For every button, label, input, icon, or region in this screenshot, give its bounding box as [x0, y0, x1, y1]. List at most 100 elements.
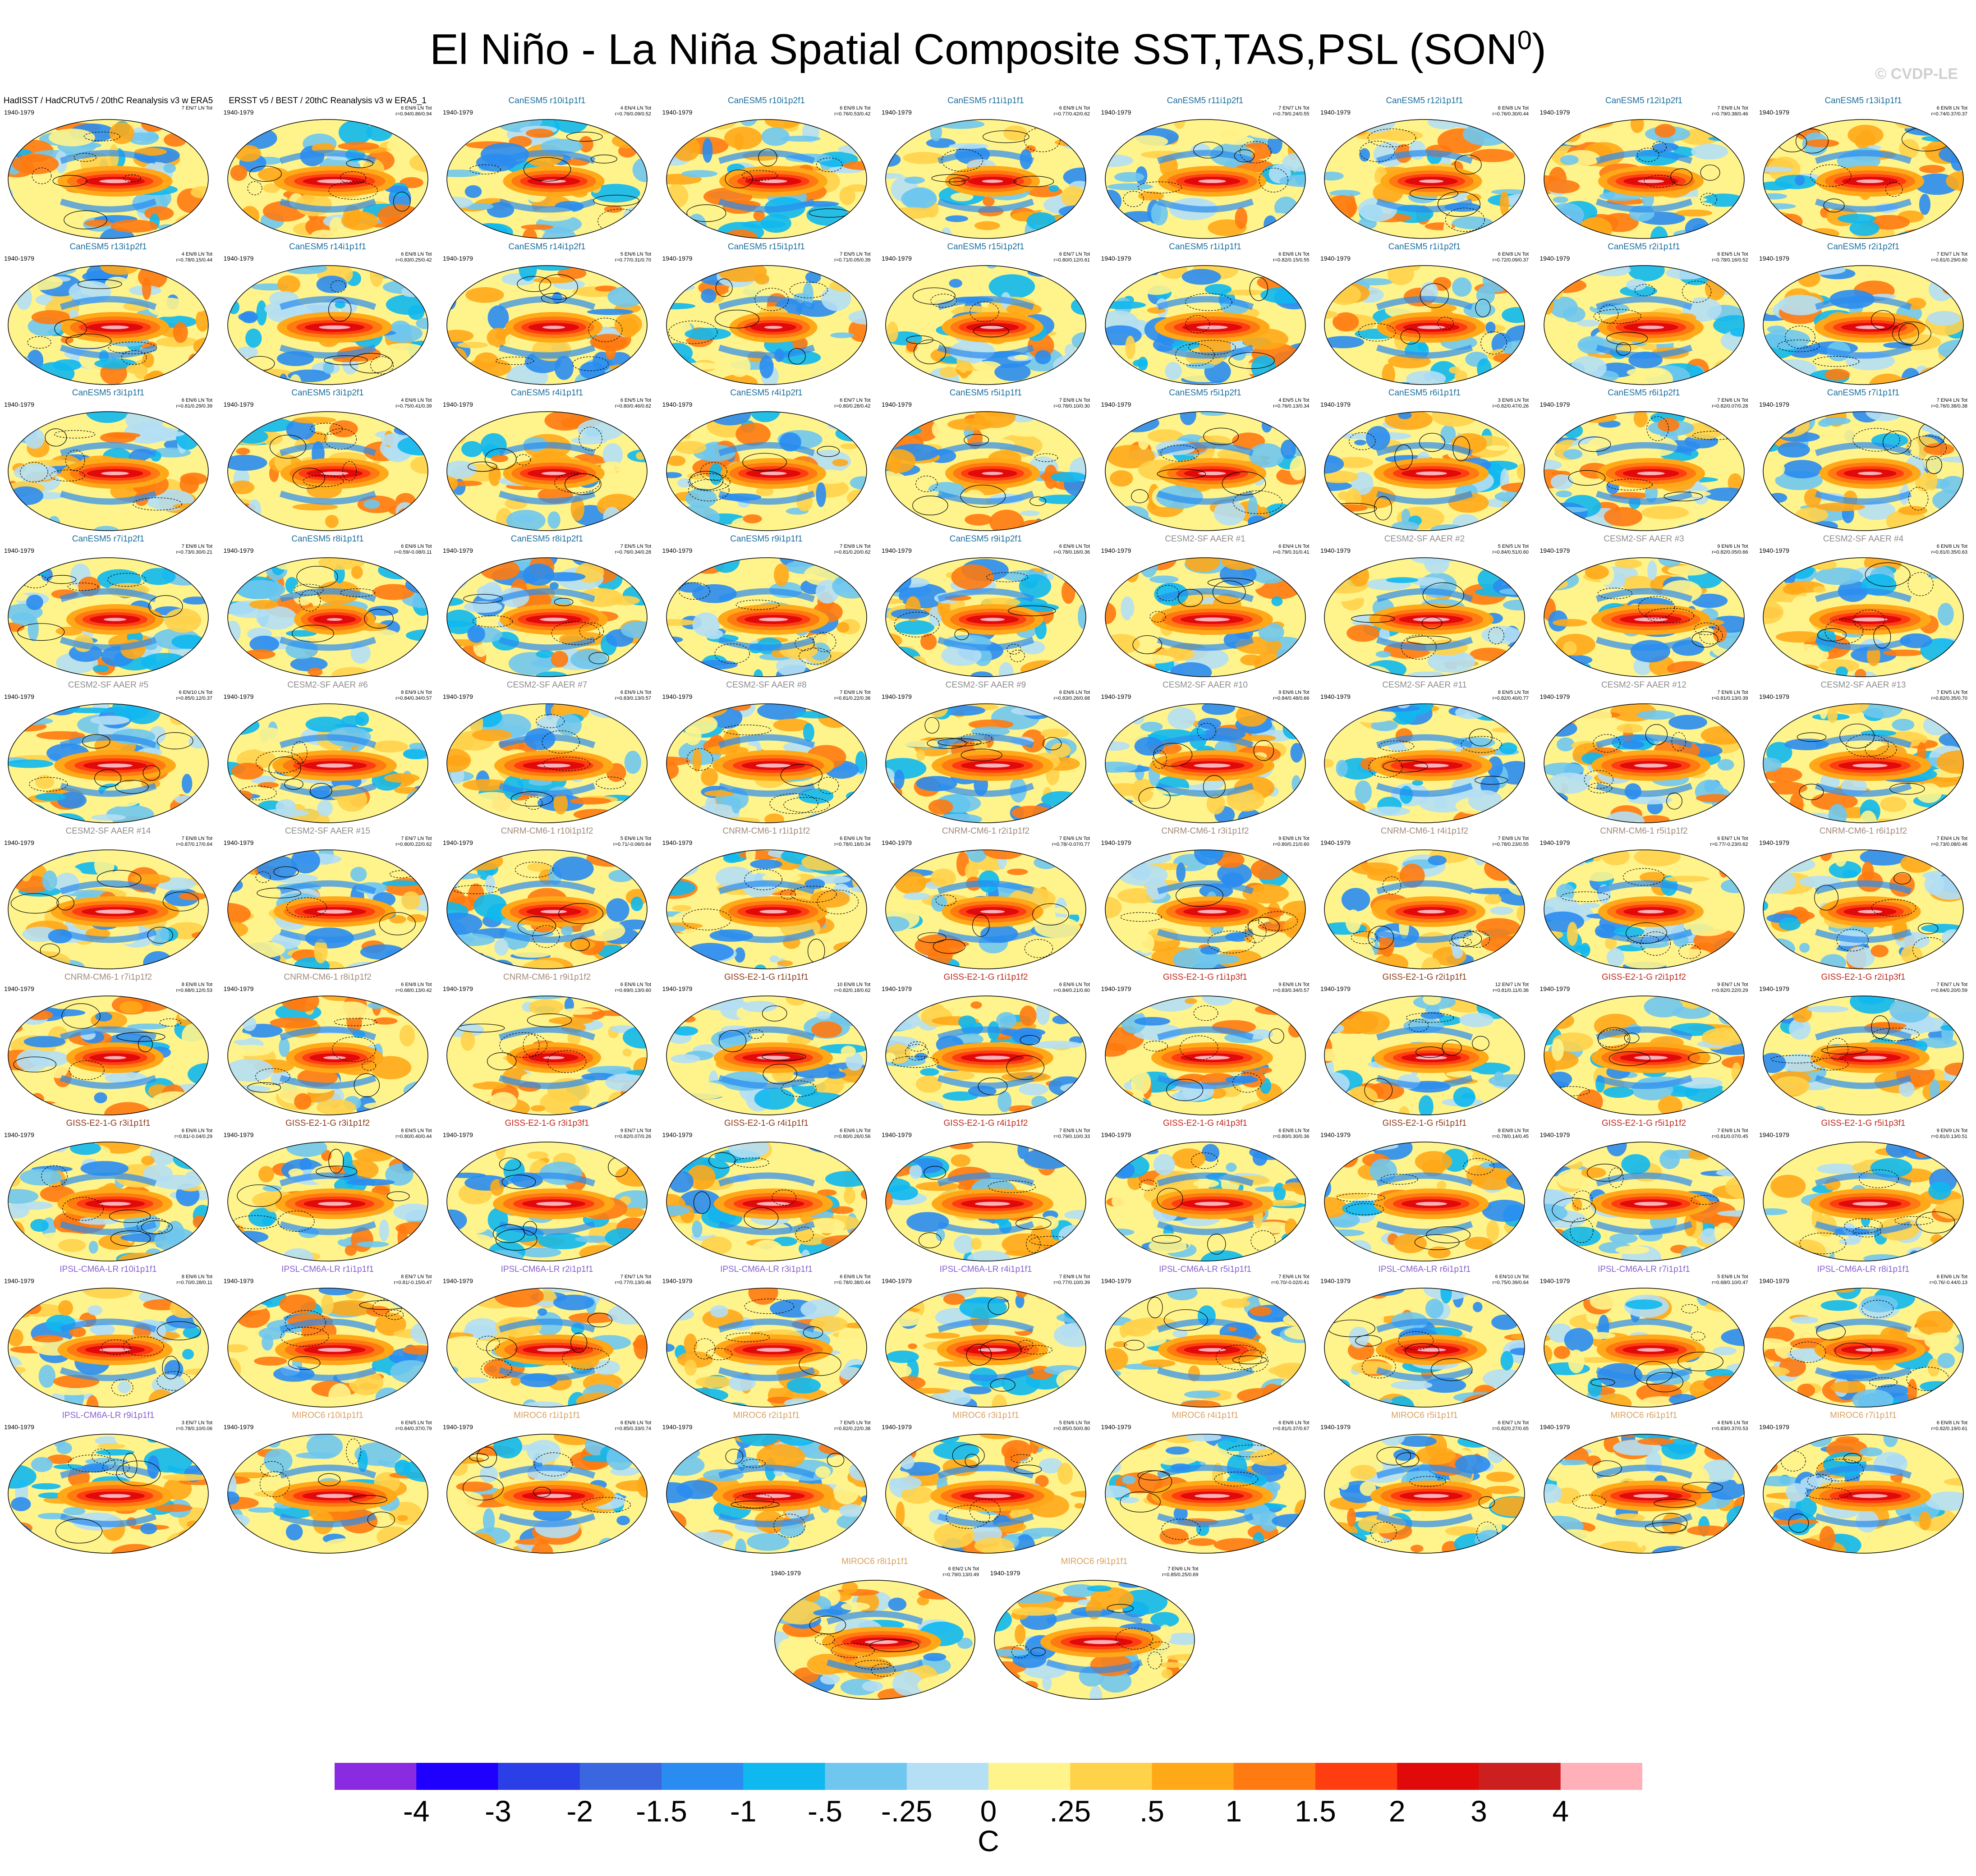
anomaly-blob — [1715, 123, 1744, 129]
panel-period: 1940-1979 — [1320, 255, 1351, 262]
anomaly-blob — [372, 740, 408, 753]
anomaly-blob — [230, 560, 248, 582]
anomaly-blob — [377, 561, 419, 579]
anomaly-blob — [147, 298, 189, 317]
anomaly-blob — [1279, 174, 1305, 187]
anomaly-blob — [1159, 266, 1187, 279]
psl-contour — [1907, 436, 1947, 460]
psl-contour — [1871, 310, 1895, 330]
psl-contour — [1374, 496, 1392, 521]
anomaly-blob — [988, 274, 1035, 299]
composite-map — [1543, 557, 1745, 677]
anomaly-blob — [1334, 936, 1375, 951]
panel-stats: 6 EN/8 LN Tot r=0.81/0.35/0.63 — [1931, 544, 1967, 555]
psl-contour — [1452, 436, 1471, 462]
panel-stats: 7 EN/6 LN Tot r=0.78/-0.07/0.77 — [1052, 836, 1090, 847]
composite-map — [666, 849, 867, 969]
psl-contour — [593, 195, 639, 206]
anomaly-blob — [1544, 459, 1562, 471]
anomaly-blob — [1298, 957, 1305, 969]
warm-tongue-layer — [104, 1056, 126, 1060]
panel-period: 1940-1979 — [1539, 985, 1570, 992]
psl-contour — [1156, 585, 1179, 601]
panel-period: 1940-1979 — [443, 985, 473, 992]
anomaly-blob — [1601, 850, 1630, 866]
anomaly-blob — [970, 1001, 982, 1009]
anomaly-blob — [1011, 806, 1052, 820]
anomaly-blob — [480, 142, 529, 166]
cool-horseshoe — [279, 588, 376, 602]
psl-contour — [148, 595, 183, 618]
cool-horseshoe — [498, 588, 596, 602]
anomaly-blob — [1503, 424, 1525, 438]
panel-period: 1940-1979 — [1539, 693, 1570, 700]
panel-stats: 7 EN/8 LN Tot r=0.81/0.22/0.36 — [834, 690, 871, 701]
anomaly-blob — [606, 898, 630, 922]
panel-period: 1940-1979 — [1759, 109, 1789, 116]
anomaly-blob — [1714, 358, 1744, 376]
anomaly-blob — [1640, 367, 1673, 385]
anomaly-blob — [533, 277, 575, 284]
anomaly-blob — [634, 269, 647, 288]
anomaly-blob — [886, 173, 904, 179]
anomaly-blob — [144, 372, 166, 385]
anomaly-blob — [941, 645, 982, 666]
anomaly-blob — [1105, 897, 1122, 918]
anomaly-blob — [667, 867, 678, 878]
anomaly-blob — [270, 1017, 317, 1028]
anomaly-blob — [801, 853, 847, 871]
anomaly-blob — [1813, 586, 1826, 593]
anomaly-blob — [851, 813, 867, 822]
map-panel: CanESM5 r6i1p2f1 1940-1979 7 EN/6 LN Tot r… — [1538, 388, 1750, 537]
anomaly-blob — [1326, 195, 1357, 220]
panel-title: ERSST v5 / BEST / 20thC Reanalysis v3 w … — [229, 96, 427, 105]
anomaly-blob — [94, 852, 115, 877]
anomaly-blob — [1382, 363, 1395, 385]
anomaly-blob — [447, 572, 455, 582]
anomaly-blob — [895, 871, 927, 894]
panel-stats: 9 EN/6 LN Tot r=0.84/0.48/0.66 — [1273, 690, 1310, 701]
anomaly-blob — [1499, 742, 1517, 754]
anomaly-blob — [447, 597, 464, 606]
anomaly-blob — [195, 309, 208, 332]
anomaly-blob — [549, 582, 559, 590]
anomaly-blob — [753, 210, 765, 221]
psl-contour — [78, 279, 122, 289]
anomaly-blob — [235, 580, 285, 599]
composite-map — [666, 265, 867, 385]
anomaly-blob — [396, 508, 413, 531]
cool-horseshoe — [1595, 198, 1692, 213]
anomaly-blob — [1544, 1092, 1553, 1109]
anomaly-blob — [1778, 294, 1824, 316]
anomaly-blob — [577, 418, 624, 441]
anomaly-blob — [1247, 515, 1267, 527]
anomaly-blob — [350, 867, 367, 882]
anomaly-blob — [1213, 500, 1245, 526]
anomaly-blob — [1544, 357, 1570, 376]
anomaly-blob — [1549, 572, 1558, 587]
anomaly-blob — [712, 817, 760, 823]
anomaly-blob — [190, 186, 208, 198]
anomaly-blob — [666, 996, 682, 1002]
anomaly-blob — [176, 515, 208, 522]
psl-contour — [22, 574, 49, 588]
anomaly-blob — [35, 793, 66, 801]
anomaly-blob — [671, 136, 700, 161]
anomaly-blob — [1860, 129, 1874, 145]
anomaly-blob — [8, 506, 27, 520]
panel-stats: 10 EN/8 LN Tot r=0.82/0.18/0.62 — [834, 982, 871, 993]
map-panel: CESM2-SF AAER #10 1940-1979 9 EN/6 LN Tot … — [1099, 680, 1311, 829]
anomaly-blob — [1740, 205, 1744, 220]
psl-contour — [1908, 486, 1929, 511]
anomaly-blob — [666, 619, 696, 626]
anomaly-blob — [227, 454, 267, 471]
anomaly-blob — [1548, 1071, 1572, 1087]
anomaly-blob — [920, 633, 937, 650]
anomaly-blob — [1802, 266, 1846, 275]
anomaly-blob — [1066, 412, 1083, 429]
psl-contour — [1419, 433, 1445, 452]
map-panel: CanESM5 r4i1p1f1 1940-1979 6 EN/5 LN Tot r… — [441, 388, 653, 537]
panel-period: 1940-1979 — [1320, 693, 1351, 700]
anomaly-blob — [1657, 417, 1679, 432]
warm-tongue-layer — [1413, 617, 1450, 622]
